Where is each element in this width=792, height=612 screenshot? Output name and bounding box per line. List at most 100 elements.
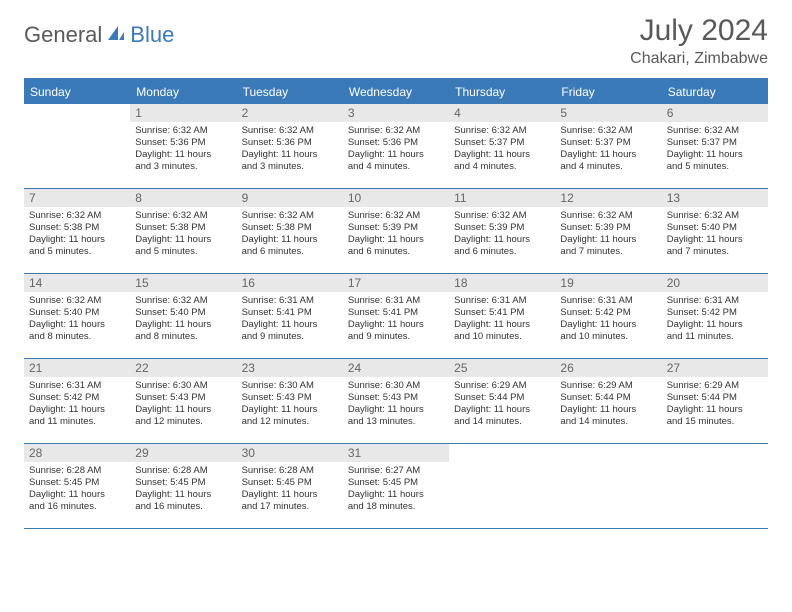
day-number: 30	[237, 444, 343, 462]
daylight-text-2: and 12 minutes.	[242, 416, 338, 428]
sunset-text: Sunset: 5:41 PM	[348, 307, 444, 319]
day-cell: 25Sunrise: 6:29 AMSunset: 5:44 PMDayligh…	[449, 359, 555, 443]
day-cell	[662, 444, 768, 528]
sunrise-text: Sunrise: 6:31 AM	[667, 295, 763, 307]
weekday-header: Wednesday	[343, 80, 449, 104]
month-title: July 2024	[630, 14, 768, 48]
sunset-text: Sunset: 5:36 PM	[348, 137, 444, 149]
daylight-text-2: and 4 minutes.	[454, 161, 550, 173]
sunset-text: Sunset: 5:42 PM	[560, 307, 656, 319]
daylight-text-2: and 11 minutes.	[29, 416, 125, 428]
daylight-text-1: Daylight: 11 hours	[242, 149, 338, 161]
day-info: Sunrise: 6:32 AMSunset: 5:36 PMDaylight:…	[343, 122, 449, 176]
day-info: Sunrise: 6:29 AMSunset: 5:44 PMDaylight:…	[555, 377, 661, 431]
day-number: 5	[555, 104, 661, 122]
daylight-text-2: and 6 minutes.	[454, 246, 550, 258]
week-row: 1Sunrise: 6:32 AMSunset: 5:36 PMDaylight…	[24, 104, 768, 189]
weekday-header-row: SundayMondayTuesdayWednesdayThursdayFrid…	[24, 80, 768, 104]
sunset-text: Sunset: 5:43 PM	[135, 392, 231, 404]
day-cell: 8Sunrise: 6:32 AMSunset: 5:38 PMDaylight…	[130, 189, 236, 273]
daylight-text-1: Daylight: 11 hours	[242, 404, 338, 416]
daylight-text-1: Daylight: 11 hours	[560, 404, 656, 416]
day-cell: 11Sunrise: 6:32 AMSunset: 5:39 PMDayligh…	[449, 189, 555, 273]
day-number: 7	[24, 189, 130, 207]
sunset-text: Sunset: 5:43 PM	[348, 392, 444, 404]
daylight-text-2: and 6 minutes.	[348, 246, 444, 258]
day-info: Sunrise: 6:31 AMSunset: 5:41 PMDaylight:…	[449, 292, 555, 346]
day-cell	[555, 444, 661, 528]
daylight-text-1: Daylight: 11 hours	[29, 404, 125, 416]
daylight-text-1: Daylight: 11 hours	[560, 234, 656, 246]
daylight-text-1: Daylight: 11 hours	[454, 319, 550, 331]
day-info: Sunrise: 6:32 AMSunset: 5:36 PMDaylight:…	[237, 122, 343, 176]
day-number: 4	[449, 104, 555, 122]
sunrise-text: Sunrise: 6:32 AM	[242, 210, 338, 222]
daylight-text-2: and 4 minutes.	[560, 161, 656, 173]
sunset-text: Sunset: 5:37 PM	[667, 137, 763, 149]
sunrise-text: Sunrise: 6:32 AM	[348, 210, 444, 222]
day-info: Sunrise: 6:29 AMSunset: 5:44 PMDaylight:…	[449, 377, 555, 431]
daylight-text-2: and 8 minutes.	[29, 331, 125, 343]
day-number: 12	[555, 189, 661, 207]
sunset-text: Sunset: 5:45 PM	[135, 477, 231, 489]
day-number: 29	[130, 444, 236, 462]
day-info: Sunrise: 6:28 AMSunset: 5:45 PMDaylight:…	[237, 462, 343, 516]
daylight-text-1: Daylight: 11 hours	[348, 149, 444, 161]
day-cell: 9Sunrise: 6:32 AMSunset: 5:38 PMDaylight…	[237, 189, 343, 273]
logo-text-1: General	[24, 22, 102, 48]
sunrise-text: Sunrise: 6:30 AM	[348, 380, 444, 392]
day-number: 2	[237, 104, 343, 122]
logo: General Blue	[24, 14, 174, 48]
sunrise-text: Sunrise: 6:31 AM	[348, 295, 444, 307]
daylight-text-1: Daylight: 11 hours	[667, 319, 763, 331]
sunrise-text: Sunrise: 6:29 AM	[667, 380, 763, 392]
daylight-text-1: Daylight: 11 hours	[560, 149, 656, 161]
day-cell: 20Sunrise: 6:31 AMSunset: 5:42 PMDayligh…	[662, 274, 768, 358]
day-number: 3	[343, 104, 449, 122]
day-cell: 7Sunrise: 6:32 AMSunset: 5:38 PMDaylight…	[24, 189, 130, 273]
sunset-text: Sunset: 5:42 PM	[667, 307, 763, 319]
day-info: Sunrise: 6:32 AMSunset: 5:37 PMDaylight:…	[449, 122, 555, 176]
daylight-text-2: and 18 minutes.	[348, 501, 444, 513]
daylight-text-1: Daylight: 11 hours	[348, 404, 444, 416]
day-number: 16	[237, 274, 343, 292]
sunset-text: Sunset: 5:40 PM	[667, 222, 763, 234]
daylight-text-2: and 14 minutes.	[560, 416, 656, 428]
daylight-text-2: and 17 minutes.	[242, 501, 338, 513]
day-info: Sunrise: 6:31 AMSunset: 5:42 PMDaylight:…	[24, 377, 130, 431]
day-cell: 10Sunrise: 6:32 AMSunset: 5:39 PMDayligh…	[343, 189, 449, 273]
sunset-text: Sunset: 5:45 PM	[348, 477, 444, 489]
sunset-text: Sunset: 5:39 PM	[348, 222, 444, 234]
sunrise-text: Sunrise: 6:32 AM	[667, 210, 763, 222]
sunset-text: Sunset: 5:37 PM	[454, 137, 550, 149]
day-info: Sunrise: 6:28 AMSunset: 5:45 PMDaylight:…	[24, 462, 130, 516]
daylight-text-1: Daylight: 11 hours	[135, 234, 231, 246]
day-cell: 4Sunrise: 6:32 AMSunset: 5:37 PMDaylight…	[449, 104, 555, 188]
sunrise-text: Sunrise: 6:32 AM	[135, 125, 231, 137]
day-cell: 19Sunrise: 6:31 AMSunset: 5:42 PMDayligh…	[555, 274, 661, 358]
day-info: Sunrise: 6:32 AMSunset: 5:37 PMDaylight:…	[662, 122, 768, 176]
sunset-text: Sunset: 5:39 PM	[560, 222, 656, 234]
sunrise-text: Sunrise: 6:30 AM	[242, 380, 338, 392]
day-info: Sunrise: 6:32 AMSunset: 5:40 PMDaylight:…	[130, 292, 236, 346]
day-cell: 2Sunrise: 6:32 AMSunset: 5:36 PMDaylight…	[237, 104, 343, 188]
sunrise-text: Sunrise: 6:32 AM	[454, 125, 550, 137]
day-cell	[449, 444, 555, 528]
daylight-text-2: and 7 minutes.	[560, 246, 656, 258]
daylight-text-1: Daylight: 11 hours	[667, 149, 763, 161]
daylight-text-1: Daylight: 11 hours	[454, 404, 550, 416]
day-info: Sunrise: 6:32 AMSunset: 5:40 PMDaylight:…	[662, 207, 768, 261]
daylight-text-1: Daylight: 11 hours	[348, 319, 444, 331]
daylight-text-2: and 12 minutes.	[135, 416, 231, 428]
day-info: Sunrise: 6:32 AMSunset: 5:38 PMDaylight:…	[24, 207, 130, 261]
day-cell: 3Sunrise: 6:32 AMSunset: 5:36 PMDaylight…	[343, 104, 449, 188]
day-number: 17	[343, 274, 449, 292]
day-cell: 31Sunrise: 6:27 AMSunset: 5:45 PMDayligh…	[343, 444, 449, 528]
sunset-text: Sunset: 5:40 PM	[29, 307, 125, 319]
daylight-text-1: Daylight: 11 hours	[135, 489, 231, 501]
sunrise-text: Sunrise: 6:32 AM	[29, 295, 125, 307]
day-number: 1	[130, 104, 236, 122]
day-cell: 12Sunrise: 6:32 AMSunset: 5:39 PMDayligh…	[555, 189, 661, 273]
weekday-header: Monday	[130, 80, 236, 104]
page-header: General Blue July 2024 Chakari, Zimbabwe	[24, 14, 768, 68]
